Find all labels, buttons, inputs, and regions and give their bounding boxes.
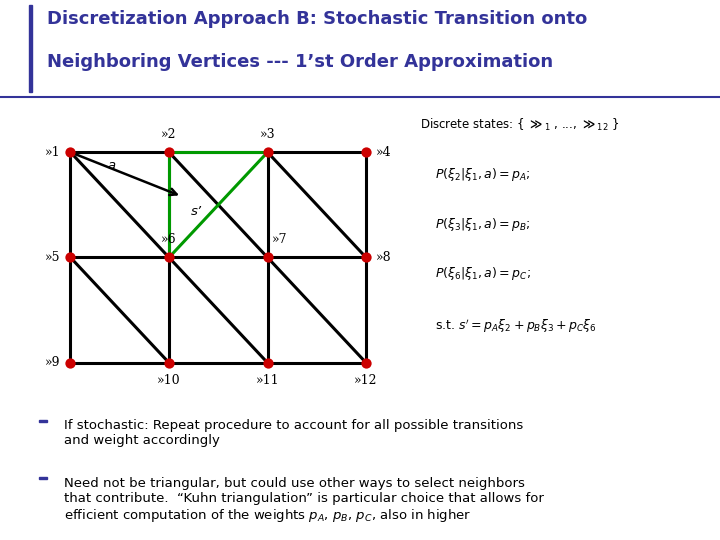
Text: s.t. $s' = p_A\xi_2 + p_B\xi_3 + p_C\xi_6$: s.t. $s' = p_A\xi_2 + p_B\xi_3 + p_C\xi_… bbox=[435, 318, 597, 335]
Point bbox=[360, 359, 372, 367]
Text: »12: »12 bbox=[354, 374, 378, 387]
Bar bbox=[29, 5, 32, 92]
Text: If stochastic: Repeat procedure to account for all possible transitions
and weig: If stochastic: Repeat procedure to accou… bbox=[63, 419, 523, 447]
Point bbox=[65, 359, 76, 367]
Text: Need not be triangular, but could use other ways to select neighbors
that contri: Need not be triangular, but could use ot… bbox=[63, 477, 544, 524]
Point bbox=[360, 148, 372, 157]
Text: »10: »10 bbox=[157, 374, 181, 387]
Point bbox=[262, 148, 274, 157]
Bar bbox=[39, 420, 47, 422]
Text: »8: »8 bbox=[376, 251, 392, 264]
Text: Discrete states: { $\mathbf{\gg}_1$ , ..., $\mathbf{\gg}_{12}$ }: Discrete states: { $\mathbf{\gg}_1$ , ..… bbox=[420, 117, 619, 133]
Point bbox=[262, 359, 274, 367]
Text: »4: »4 bbox=[376, 146, 392, 159]
Point bbox=[163, 253, 175, 262]
Point bbox=[360, 253, 372, 262]
Text: $P(\xi_6|\xi_1, a) = p_C;$: $P(\xi_6|\xi_1, a) = p_C;$ bbox=[435, 266, 531, 282]
Text: »3: »3 bbox=[260, 128, 275, 141]
Point bbox=[163, 148, 175, 157]
Text: »6: »6 bbox=[161, 233, 177, 246]
Text: »2: »2 bbox=[161, 128, 177, 141]
Point bbox=[65, 253, 76, 262]
Text: »1: »1 bbox=[45, 146, 60, 159]
Text: »9: »9 bbox=[45, 356, 60, 369]
Text: a: a bbox=[108, 159, 116, 172]
Text: $P(\xi_3|\xi_1, a) = p_B;$: $P(\xi_3|\xi_1, a) = p_B;$ bbox=[435, 216, 531, 233]
Point bbox=[65, 148, 76, 157]
Text: s’: s’ bbox=[191, 205, 202, 218]
Point bbox=[262, 253, 274, 262]
Text: »11: »11 bbox=[256, 374, 279, 387]
Text: $P(\xi_2|\xi_1, a) = p_A;$: $P(\xi_2|\xi_1, a) = p_A;$ bbox=[435, 166, 531, 183]
Text: »7: »7 bbox=[271, 233, 287, 246]
Text: Neighboring Vertices --- 1’st Order Approximation: Neighboring Vertices --- 1’st Order Appr… bbox=[47, 53, 553, 71]
Text: »5: »5 bbox=[45, 251, 60, 264]
Bar bbox=[39, 477, 47, 480]
Text: Discretization Approach B: Stochastic Transition onto: Discretization Approach B: Stochastic Tr… bbox=[47, 10, 587, 28]
Point bbox=[163, 359, 175, 367]
